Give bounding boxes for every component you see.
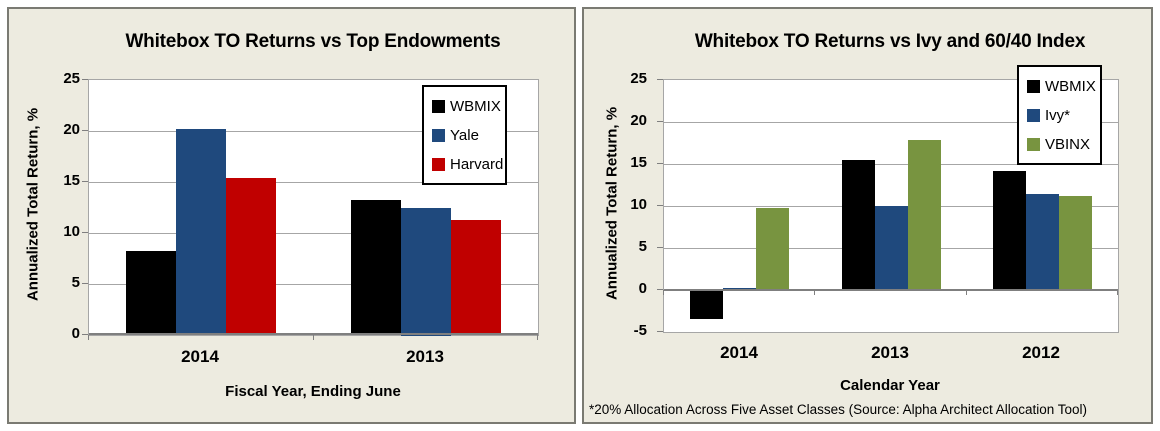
bar-vbinx-2013 (908, 140, 941, 290)
gridline (89, 131, 538, 132)
bar-wbmix-2014 (690, 290, 723, 319)
bar-ivy-2013 (875, 206, 908, 290)
legend-label: VBINX (1045, 136, 1091, 153)
y-tick-label: 10 (630, 196, 647, 213)
chart-title: Whitebox TO Returns vs Ivy and 60/40 Ind… (694, 31, 1086, 52)
y-tick-label: 10 (63, 223, 80, 240)
y-tick-mark (657, 79, 663, 80)
legend-item: WBMIX (432, 92, 505, 121)
bar-harvard-2014 (226, 178, 276, 335)
footnote: *20% Allocation Across Five Asset Classe… (589, 402, 1088, 417)
legend: WBMIX Yale Harvard (422, 85, 507, 185)
legend-item: WBMIX (1027, 72, 1100, 101)
y-tick-label: 15 (630, 154, 647, 171)
gridline (89, 233, 538, 234)
bar-yale-2014 (176, 129, 226, 335)
chart-panel-endowments: Whitebox TO Returns vs Top Endowments An… (7, 7, 576, 424)
x-axis-line (89, 333, 538, 335)
x-category-label: 2014 (181, 347, 219, 366)
y-tick-mark (82, 283, 88, 284)
legend-item: Yale (432, 121, 505, 150)
gridline (89, 284, 538, 285)
y-tick-mark (657, 289, 663, 290)
bar-wbmix-2013 (842, 160, 875, 290)
y-tick-label: 25 (630, 70, 647, 87)
bar-ivy-2012 (1026, 194, 1059, 290)
y-tick-label: 5 (638, 238, 647, 255)
legend-swatch-icon (1027, 109, 1040, 122)
y-tick-label: 25 (63, 70, 80, 87)
bar-wbmix-2014 (126, 251, 176, 335)
y-axis-title: Annualized Total Return, % (24, 107, 42, 302)
legend-swatch-icon (432, 129, 445, 142)
y-tick-mark (82, 79, 88, 80)
gridline (89, 182, 538, 183)
y-tick-label: 15 (63, 172, 80, 189)
legend-item: VBINX (1027, 130, 1100, 159)
y-tick-mark (657, 163, 663, 164)
x-tick-mark (537, 335, 538, 340)
bar-harvard-2013 (451, 220, 501, 335)
legend-label: WBMIX (1045, 78, 1096, 95)
y-tick-mark (657, 121, 663, 122)
y-tick-mark (657, 331, 663, 332)
y-tick-label: 5 (71, 274, 80, 291)
bar-wbmix-2013 (351, 200, 401, 335)
x-tick-mark (966, 290, 967, 295)
legend-item: Harvard (432, 150, 505, 179)
legend-label: Yale (450, 127, 479, 144)
x-tick-mark (663, 290, 664, 295)
gridline (664, 164, 1118, 165)
legend-swatch-icon (432, 158, 445, 171)
x-axis-title: Fiscal Year, Ending June (225, 383, 401, 400)
y-tick-label: 0 (71, 325, 80, 342)
chart-title: Whitebox TO Returns vs Top Endowments (125, 31, 501, 52)
x-tick-mark (1117, 290, 1118, 295)
x-tick-mark (313, 335, 314, 340)
x-category-label: 2012 (1022, 343, 1060, 362)
legend-item: Ivy* (1027, 101, 1100, 130)
y-tick-mark (82, 181, 88, 182)
legend-label: Harvard (450, 156, 504, 173)
y-tick-label: -5 (633, 322, 647, 339)
bar-wbmix-2012 (993, 171, 1026, 290)
legend-swatch-icon (1027, 80, 1040, 93)
chart-panel-ivy-6040: Whitebox TO Returns vs Ivy and 60/40 Ind… (582, 7, 1153, 424)
legend: WBMIX Ivy* VBINX (1017, 65, 1102, 165)
y-tick-mark (657, 205, 663, 206)
gridline (664, 122, 1118, 123)
y-tick-label: 20 (63, 121, 80, 138)
legend-swatch-icon (432, 100, 445, 113)
y-tick-mark (657, 247, 663, 248)
y-tick-mark (82, 232, 88, 233)
x-category-label: 2013 (406, 347, 444, 366)
legend-label: WBMIX (450, 98, 501, 115)
legend-swatch-icon (1027, 138, 1040, 151)
x-category-label: 2013 (871, 343, 909, 362)
x-axis-title: Calendar Year (840, 377, 940, 394)
y-tick-label: 20 (630, 112, 647, 129)
bar-yale-2013 (401, 208, 451, 336)
x-axis-line (664, 289, 1118, 291)
y-tick-mark (82, 334, 88, 335)
x-category-label: 2014 (720, 343, 758, 362)
bar-vbinx-2014 (756, 208, 789, 290)
bar-vbinx-2012 (1059, 196, 1092, 290)
x-tick-mark (814, 290, 815, 295)
y-tick-mark (82, 130, 88, 131)
legend-label: Ivy* (1045, 107, 1071, 124)
x-tick-mark (88, 335, 89, 340)
y-tick-label: 0 (638, 280, 647, 297)
